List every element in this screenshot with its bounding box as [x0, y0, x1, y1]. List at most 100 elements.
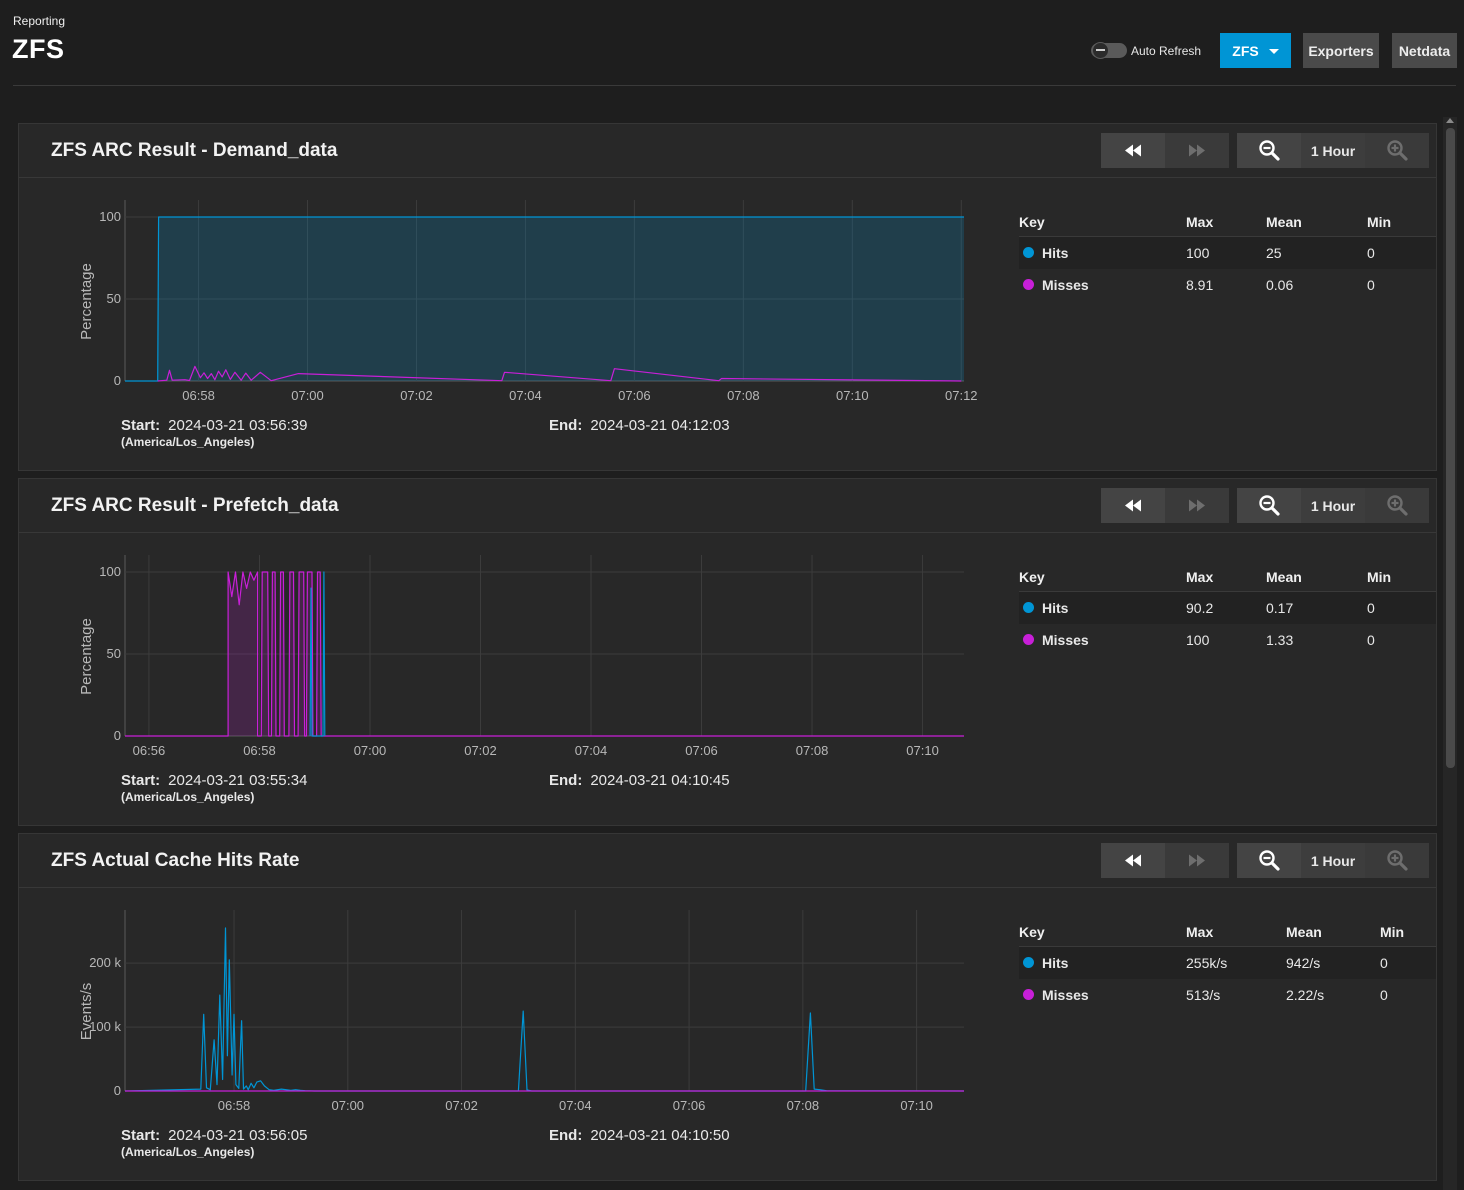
legend-row-misses[interactable]: Misses 8.91 0.06 0 [1019, 269, 1436, 301]
end-value: 2024-03-21 04:10:45 [590, 772, 730, 789]
report-select-button[interactable]: ZFS [1220, 33, 1291, 68]
card-title: ZFS ARC Result - Prefetch_data [51, 495, 339, 516]
fast-forward-icon [1189, 499, 1205, 512]
legend-series-name: Hits [1042, 600, 1069, 616]
legend-col-key: Key [1019, 569, 1045, 585]
y-axis-title: Percentage [78, 263, 95, 340]
hits-series-line [125, 216, 964, 382]
toggle-knob-icon [1092, 42, 1109, 59]
zoom-in-button[interactable] [1365, 488, 1429, 523]
x-tick-label: 07:08 [727, 388, 760, 403]
x-tick-label: 07:00 [354, 743, 387, 758]
legend-min-value: 0 [1380, 955, 1388, 971]
zoom-in-icon [1387, 850, 1408, 871]
legend-row-hits[interactable]: Hits 255k/s 942/s 0 [1019, 947, 1436, 979]
start-label: Start: [121, 772, 161, 789]
misses-series-line [125, 571, 964, 737]
misses-dot-icon [1023, 279, 1034, 290]
zoom-in-button[interactable] [1365, 133, 1429, 168]
misses-series-area [125, 572, 964, 736]
x-tick-label: 07:00 [291, 388, 324, 403]
page-header: Reporting ZFS Auto Refresh ZFS Exporters… [0, 0, 1464, 88]
legend-series-name: Misses [1042, 632, 1089, 648]
y-tick-label: 50 [107, 291, 121, 306]
legend-mean-value: 942/s [1286, 955, 1321, 971]
zoom-out-button[interactable] [1237, 843, 1301, 878]
auto-refresh-label[interactable]: Auto Refresh [1131, 44, 1202, 58]
zoom-out-button[interactable] [1237, 133, 1301, 168]
y-axis-title: Events/s [78, 983, 95, 1041]
legend-series-name: Hits [1042, 245, 1069, 261]
legend-min-value: 0 [1367, 632, 1375, 648]
step-forward-button[interactable] [1165, 488, 1229, 523]
legend-header-row: Key Max Mean Min [1019, 210, 1436, 237]
x-tick-label: 06:58 [243, 743, 276, 758]
range-end: End: 2024-03-21 04:12:03 [549, 417, 730, 434]
legend-min-value: 0 [1367, 277, 1375, 293]
range-start: Start: 2024-03-21 03:56:05 [121, 1127, 307, 1144]
range-start: Start: 2024-03-21 03:56:39 [121, 417, 307, 434]
x-tick-label: 07:10 [906, 743, 939, 758]
y-tick-label: 50 [107, 646, 121, 661]
card-title: ZFS ARC Result - Demand_data [51, 140, 338, 161]
step-forward-button[interactable] [1165, 133, 1229, 168]
legend-mean-value: 0.06 [1266, 277, 1294, 293]
chart-card-demand-data: ZFS ARC Result - Demand_data 1 Hour 100 5… [18, 123, 1437, 471]
legend-min-value: 0 [1380, 987, 1388, 1003]
legend-row-misses[interactable]: Misses 100 1.33 0 [1019, 624, 1436, 656]
step-back-button[interactable] [1101, 133, 1165, 168]
zoom-out-button[interactable] [1237, 488, 1301, 523]
hits-dot-icon [1023, 247, 1034, 258]
step-back-button[interactable] [1101, 488, 1165, 523]
scroll-up-arrow-icon[interactable] [1446, 118, 1454, 123]
fast-forward-icon [1189, 854, 1205, 867]
legend-max-value: 513/s [1186, 987, 1221, 1003]
rewind-icon [1125, 499, 1141, 512]
timezone-label: (America/Los_Angeles) [121, 790, 255, 804]
legend-table: Key Max Mean Min Hits 100 25 0 Misses 8.… [1019, 210, 1436, 301]
legend-min-value: 0 [1367, 600, 1375, 616]
legend-col-min: Min [1380, 924, 1405, 940]
end-value: 2024-03-21 04:10:50 [590, 1127, 730, 1144]
legend-header-row: Key Max Mean Min [1019, 920, 1436, 947]
exporters-button[interactable]: Exporters [1303, 33, 1379, 68]
start-label: Start: [121, 417, 161, 434]
netdata-button[interactable]: Netdata [1392, 33, 1457, 68]
x-tick-label: 06:58 [218, 1098, 251, 1113]
zoom-range-label: 1 Hour [1301, 488, 1365, 523]
legend-row-hits[interactable]: Hits 100 25 0 [1019, 237, 1436, 269]
step-forward-button[interactable] [1165, 843, 1229, 878]
line-chart[interactable]: 100 50 0 06:56 06:58 07:00 07:02 07:04 07:06 07:0… [49, 547, 979, 765]
hits-series-area [125, 217, 964, 381]
start-label: Start: [121, 1127, 161, 1144]
legend-table: Key Max Mean Min Hits 90.2 0.17 0 Misses… [1019, 565, 1436, 656]
breadcrumb[interactable]: Reporting [13, 14, 66, 28]
y-axis-title: Percentage [78, 618, 95, 695]
caret-down-icon [1268, 49, 1279, 54]
x-tick-label: 07:10 [900, 1098, 933, 1113]
legend-series-name: Misses [1042, 987, 1089, 1003]
y-tick-label: 200 k [89, 955, 121, 970]
scrollbar-thumb[interactable] [1446, 128, 1455, 768]
step-back-button[interactable] [1101, 843, 1165, 878]
legend-row-hits[interactable]: Hits 90.2 0.17 0 [1019, 592, 1436, 624]
hits-dot-icon [1023, 602, 1034, 613]
y-tick-label: 100 [99, 564, 121, 579]
legend-row-misses[interactable]: Misses 513/s 2.22/s 0 [1019, 979, 1436, 1011]
auto-refresh-toggle[interactable] [1091, 42, 1127, 59]
line-chart[interactable]: 100 50 0 06:58 07:00 07:02 07:04 07:06 07:08 07:1… [49, 192, 979, 410]
x-tick-label: 07:08 [787, 1098, 820, 1113]
start-value: 2024-03-21 03:56:05 [168, 1127, 308, 1144]
line-chart[interactable]: 200 k 100 k 0 06:58 07:00 07:02 07:04 07:06 07:0… [49, 902, 979, 1120]
zoom-in-button[interactable] [1365, 843, 1429, 878]
end-label: End: [549, 1127, 583, 1144]
card-header: ZFS Actual Cache Hits Rate 1 Hour [19, 834, 1436, 888]
legend-max-value: 100 [1186, 245, 1210, 261]
y-tick-label: 100 k [89, 1019, 121, 1034]
report-select-label: ZFS [1232, 42, 1259, 59]
fast-forward-icon [1189, 144, 1205, 157]
legend-col-max: Max [1186, 569, 1214, 585]
legend-table: Key Max Mean Min Hits 255k/s 942/s 0 Mis… [1019, 920, 1436, 1011]
hits-series-line [309, 571, 326, 737]
legend-series-name: Misses [1042, 277, 1089, 293]
